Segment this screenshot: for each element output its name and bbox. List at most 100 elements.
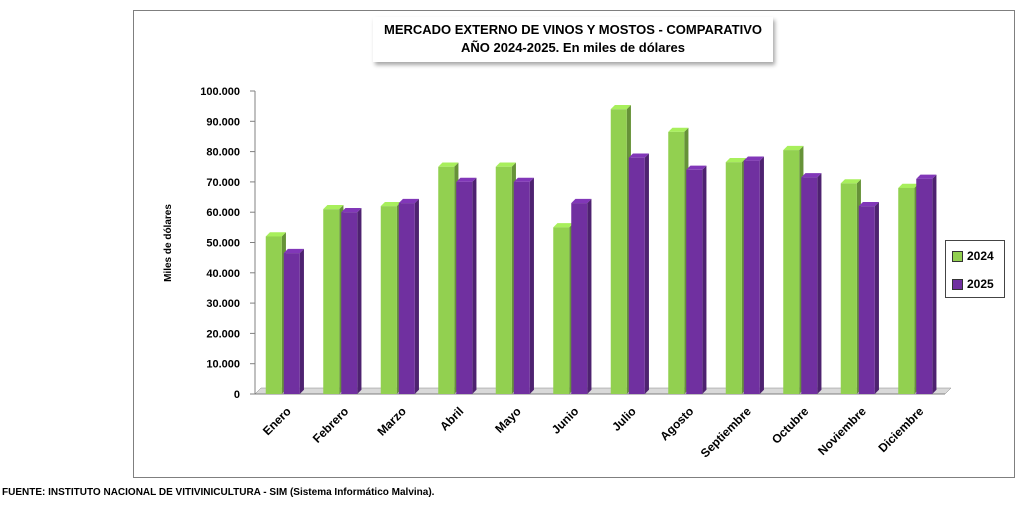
bar-front-2024-enero	[265, 236, 282, 394]
bar-top-2024-septiembre	[725, 158, 746, 163]
bar-2024-abril	[438, 162, 459, 394]
bar-top-2025-mayo	[513, 177, 534, 182]
bar-2024-junio	[553, 223, 574, 394]
bar-front-2024-julio	[610, 109, 627, 395]
bar-2024-septiembre	[725, 158, 746, 394]
bar-2024-octubre	[783, 145, 804, 394]
bar-front-2024-octubre	[783, 150, 800, 394]
bar-front-2024-mayo	[495, 166, 512, 394]
x-tick-label-diciembre: Diciembre	[875, 404, 926, 455]
y-axis-label: Miles de dólares	[163, 204, 174, 282]
bar-top-2024-enero	[265, 232, 286, 237]
y-tick-label: 10.000	[206, 359, 240, 371]
bar-side-2025-diciembre	[932, 174, 937, 394]
bar-front-2024-abril	[438, 166, 455, 394]
bar-2025-noviembre	[858, 201, 879, 394]
bar-2024-marzo	[380, 201, 401, 394]
bar-front-2025-julio	[628, 157, 645, 394]
y-tick-label: 30.000	[206, 298, 240, 310]
bar-2024-diciembre	[898, 183, 919, 394]
x-tick-label-octubre: Octubre	[769, 404, 812, 447]
chart-title: MERCADO EXTERNO DE VINOS Y MOSTOS - COMP…	[373, 17, 773, 62]
bar-side-2025-junio	[587, 198, 592, 394]
y-tick-label: 70.000	[206, 177, 240, 189]
bar-front-2025-noviembre	[858, 206, 875, 394]
bar-top-2024-febrero	[323, 204, 344, 210]
bar-2025-enero	[283, 248, 304, 394]
y-tick-label: 80.000	[206, 147, 240, 159]
bar-2025-abril	[456, 177, 477, 394]
x-tick-label-febrero: Febrero	[310, 404, 351, 445]
bar-2025-mayo	[513, 177, 534, 394]
bar-top-2025-marzo	[398, 198, 419, 204]
x-tick-label-enero: Enero	[260, 404, 294, 438]
x-tick-label-noviembre: Noviembre	[815, 404, 869, 458]
x-tick-label-junio: Junio	[549, 404, 582, 437]
bar-2025-julio	[628, 153, 649, 394]
bar-2024-julio	[610, 104, 631, 395]
bar-front-2024-septiembre	[725, 162, 742, 394]
bar-2025-agosto	[686, 165, 707, 394]
y-tick-label: 0	[234, 389, 240, 401]
bar-top-2025-noviembre	[858, 201, 879, 207]
bar-front-2025-febrero	[341, 212, 358, 394]
bar-top-2024-junio	[553, 223, 574, 228]
x-tick-label-agosto: Agosto	[657, 404, 696, 443]
bar-front-2024-febrero	[323, 209, 340, 394]
y-tick-label: 50.000	[206, 238, 240, 250]
bar-front-2024-diciembre	[898, 187, 915, 394]
bar-front-2025-abril	[456, 181, 473, 394]
bar-2025-diciembre	[916, 174, 937, 394]
legend-swatch-2024	[952, 250, 963, 262]
legend: 2024 2025	[945, 240, 1005, 298]
bar-top-2025-febrero	[341, 208, 362, 213]
bar-front-2024-marzo	[380, 206, 397, 394]
x-tick-label-septiembre: Septiembre	[698, 404, 754, 460]
y-tick-label: 90.000	[206, 116, 240, 128]
bar-front-2025-junio	[571, 203, 588, 394]
bar-top-2025-enero	[283, 248, 304, 254]
bar-front-2025-diciembre	[916, 178, 933, 394]
bar-top-2025-diciembre	[916, 174, 937, 179]
bar-front-2025-octubre	[801, 177, 818, 394]
bar-top-2024-julio	[610, 104, 631, 110]
y-tick-label: 60.000	[206, 207, 240, 219]
bar-top-2024-mayo	[495, 162, 516, 167]
bar-front-2025-agosto	[686, 169, 703, 394]
bar-top-2025-octubre	[801, 173, 822, 178]
bar-front-2025-mayo	[513, 181, 530, 394]
bar-top-2025-julio	[628, 153, 649, 158]
bar-2025-marzo	[398, 198, 419, 394]
bar-top-2024-octubre	[783, 145, 804, 151]
bar-2025-octubre	[801, 173, 822, 394]
bar-top-2024-noviembre	[840, 179, 861, 184]
y-tick-label: 100.000	[200, 86, 240, 98]
x-tick-label-marzo: Marzo	[374, 404, 408, 438]
bar-top-2025-junio	[571, 198, 592, 204]
bar-front-2025-marzo	[398, 203, 415, 394]
bar-side-2025-noviembre	[874, 201, 879, 394]
bar-2025-junio	[571, 198, 592, 394]
bar-2024-noviembre	[840, 179, 861, 394]
bar-front-2025-enero	[283, 253, 300, 394]
bar-2024-mayo	[495, 162, 516, 394]
x-tick-label-julio: Julio	[609, 404, 639, 434]
bar-side-2025-abril	[472, 177, 477, 394]
bar-front-2025-septiembre	[743, 160, 760, 394]
bar-top-2024-abril	[438, 162, 459, 167]
bar-top-2024-diciembre	[898, 183, 919, 188]
bar-2025-septiembre	[743, 156, 764, 394]
legend-label-2024: 2024	[967, 249, 994, 263]
bar-side-2025-julio	[644, 153, 649, 394]
bar-front-2024-junio	[553, 227, 570, 394]
bar-2024-agosto	[668, 127, 689, 394]
source-footer: FUENTE: INSTITUTO NACIONAL DE VITIVINICU…	[2, 487, 435, 498]
bar-top-2025-abril	[456, 177, 477, 182]
bar-side-2025-septiembre	[759, 156, 764, 394]
bar-side-2025-marzo	[414, 198, 419, 394]
bar-2024-enero	[265, 232, 286, 394]
bar-front-2024-agosto	[668, 131, 685, 394]
bar-2025-febrero	[341, 208, 362, 394]
chart-title-line1: MERCADO EXTERNO DE VINOS Y MOSTOS - COMP…	[383, 22, 762, 37]
